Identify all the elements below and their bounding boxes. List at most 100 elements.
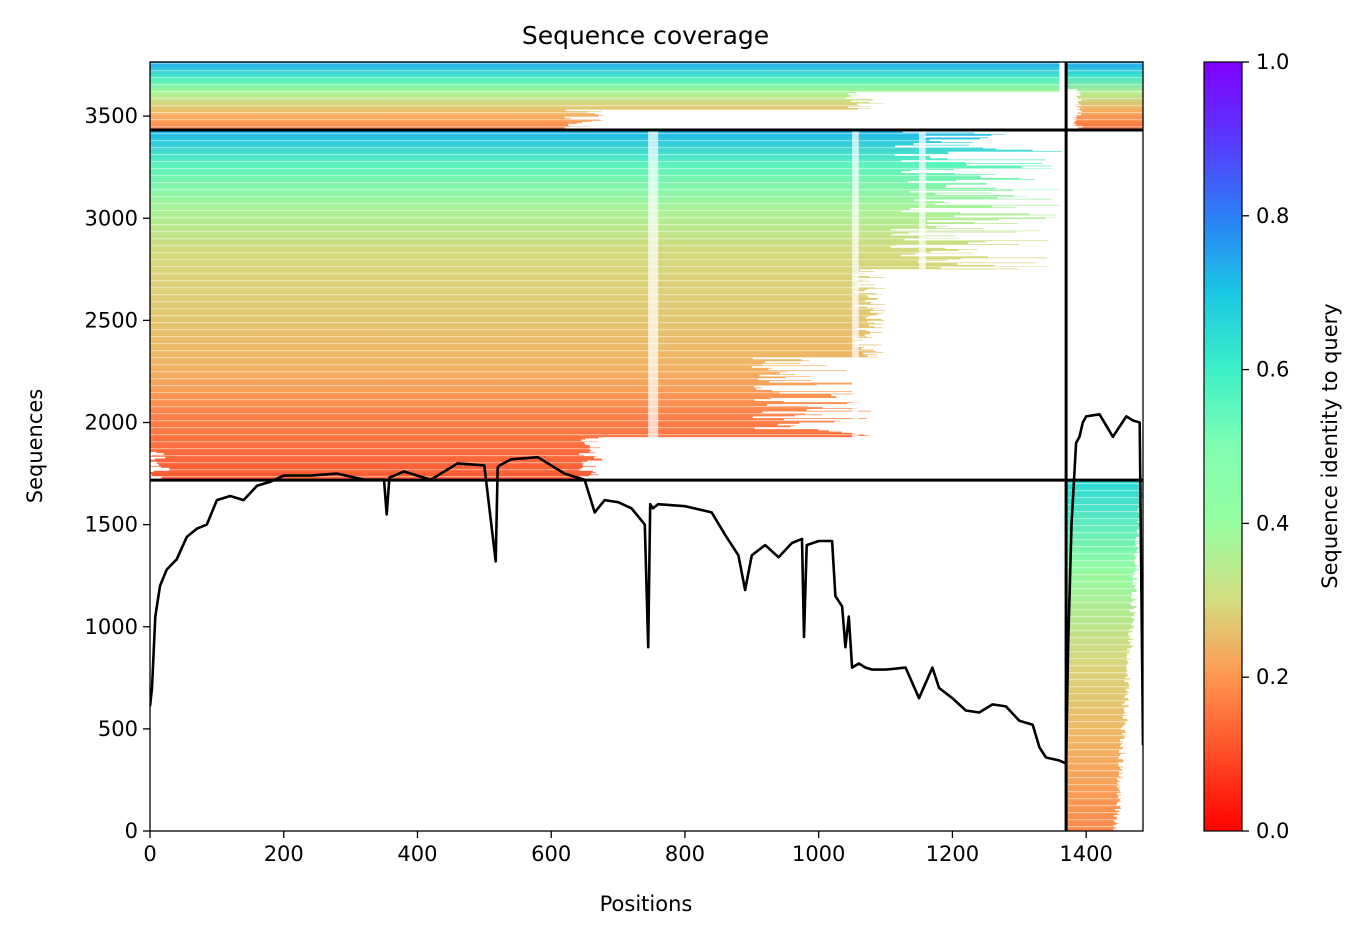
uncovered-region <box>150 476 162 479</box>
uncovered-region <box>568 124 1067 127</box>
uncovered-region <box>759 374 1067 377</box>
uncovered-region <box>1115 821 1143 823</box>
uncovered-region <box>1125 729 1143 732</box>
uncovered-region <box>1113 819 1143 822</box>
uncovered-region <box>1066 91 1081 93</box>
uncovered-region <box>914 199 1067 202</box>
uncovered-region <box>1066 90 1074 92</box>
uncovered-region <box>1124 709 1143 712</box>
uncovered-region <box>1066 111 1078 114</box>
uncovered-region <box>1127 672 1143 675</box>
uncovered-region <box>840 420 1067 422</box>
x-tick-label: 1400 <box>1059 842 1112 866</box>
uncovered-region <box>1059 71 1067 74</box>
uncovered-region <box>863 352 1067 355</box>
uncovered-region <box>974 221 1067 224</box>
uncovered-region <box>874 322 1067 324</box>
uncovered-region <box>150 470 154 473</box>
uncovered-region <box>995 187 1067 189</box>
uncovered-region <box>1136 590 1143 593</box>
uncovered-region <box>1128 704 1143 707</box>
uncovered-region <box>150 456 166 459</box>
x-tick-label: 200 <box>264 842 304 866</box>
uncovered-region <box>1132 630 1143 632</box>
uncovered-region <box>795 415 1067 417</box>
uncovered-region <box>1066 113 1081 116</box>
uncovered-region <box>584 477 1067 480</box>
uncovered-region <box>597 440 1067 443</box>
uncovered-region <box>1120 780 1143 783</box>
uncovered-region <box>1059 83 1067 85</box>
uncovered-region <box>1066 107 1081 110</box>
uncovered-region <box>1059 87 1067 89</box>
uncovered-region <box>810 375 1067 378</box>
uncovered-region <box>841 431 1067 433</box>
uncovered-region <box>1136 577 1143 580</box>
uncovered-region <box>1059 70 1067 73</box>
coverage-line <box>150 413 1143 765</box>
uncovered-region <box>854 304 1067 307</box>
uncovered-region <box>879 307 1067 310</box>
uncovered-region <box>1013 189 1067 192</box>
uncovered-region <box>979 138 1067 140</box>
uncovered-region <box>1131 616 1143 619</box>
uncovered-region <box>1019 268 1067 270</box>
uncovered-region <box>1126 714 1143 717</box>
uncovered-region <box>1130 634 1143 637</box>
uncovered-region <box>1131 604 1143 607</box>
uncovered-region <box>828 429 1067 432</box>
uncovered-region <box>1127 674 1143 676</box>
uncovered-region <box>1004 133 1067 136</box>
uncovered-region <box>1140 482 1143 485</box>
uncovered-region <box>150 454 152 457</box>
uncovered-region <box>869 330 1067 333</box>
uncovered-region <box>598 115 1067 118</box>
uncovered-region <box>818 428 1067 431</box>
uncovered-region <box>1122 732 1143 735</box>
uncovered-region <box>883 102 1067 104</box>
uncovered-region <box>1066 101 1078 103</box>
uncovered-region <box>947 259 1067 262</box>
uncovered-region <box>799 422 1067 425</box>
uncovered-region <box>1119 784 1143 787</box>
uncovered-region <box>1141 524 1143 527</box>
uncovered-region <box>1132 576 1143 578</box>
uncovered-region <box>1133 620 1143 622</box>
uncovered-region <box>762 363 1067 366</box>
uncovered-region <box>1130 658 1143 660</box>
uncovered-region <box>988 255 1067 258</box>
uncovered-region <box>1059 63 1067 66</box>
uncovered-region <box>1136 611 1143 614</box>
uncovered-region <box>826 364 1067 367</box>
uncovered-region <box>867 355 1067 357</box>
uncovered-region <box>1123 772 1143 774</box>
uncovered-region <box>1125 721 1143 724</box>
uncovered-region <box>1062 150 1067 153</box>
uncovered-region <box>1135 615 1143 618</box>
uncovered-region <box>901 171 1067 173</box>
uncovered-column <box>918 130 926 481</box>
uncovered-region <box>794 373 1067 376</box>
uncovered-region <box>1128 650 1143 653</box>
uncovered-region <box>1123 725 1143 728</box>
uncovered-region <box>873 98 1067 100</box>
uncovered-region <box>1124 680 1143 682</box>
uncovered-region <box>1129 687 1143 690</box>
uncovered-region <box>1117 801 1143 804</box>
uncovered-region <box>1118 788 1143 790</box>
uncovered-region <box>811 379 1067 382</box>
uncovered-region <box>882 326 1067 329</box>
uncovered-region <box>1019 177 1067 180</box>
uncovered-region <box>859 401 1067 404</box>
uncovered-region <box>927 220 1067 223</box>
uncovered-region <box>1136 598 1143 600</box>
uncovered-region <box>1066 115 1077 118</box>
uncovered-region <box>1132 595 1143 598</box>
uncovered-region <box>598 473 1067 476</box>
uncovered-region <box>1059 82 1067 84</box>
uncovered-region <box>966 163 1067 166</box>
uncovered-region <box>595 455 1067 458</box>
uncovered-region <box>997 197 1067 199</box>
uncovered-region <box>1131 593 1143 595</box>
uncovered-region <box>751 366 1067 368</box>
